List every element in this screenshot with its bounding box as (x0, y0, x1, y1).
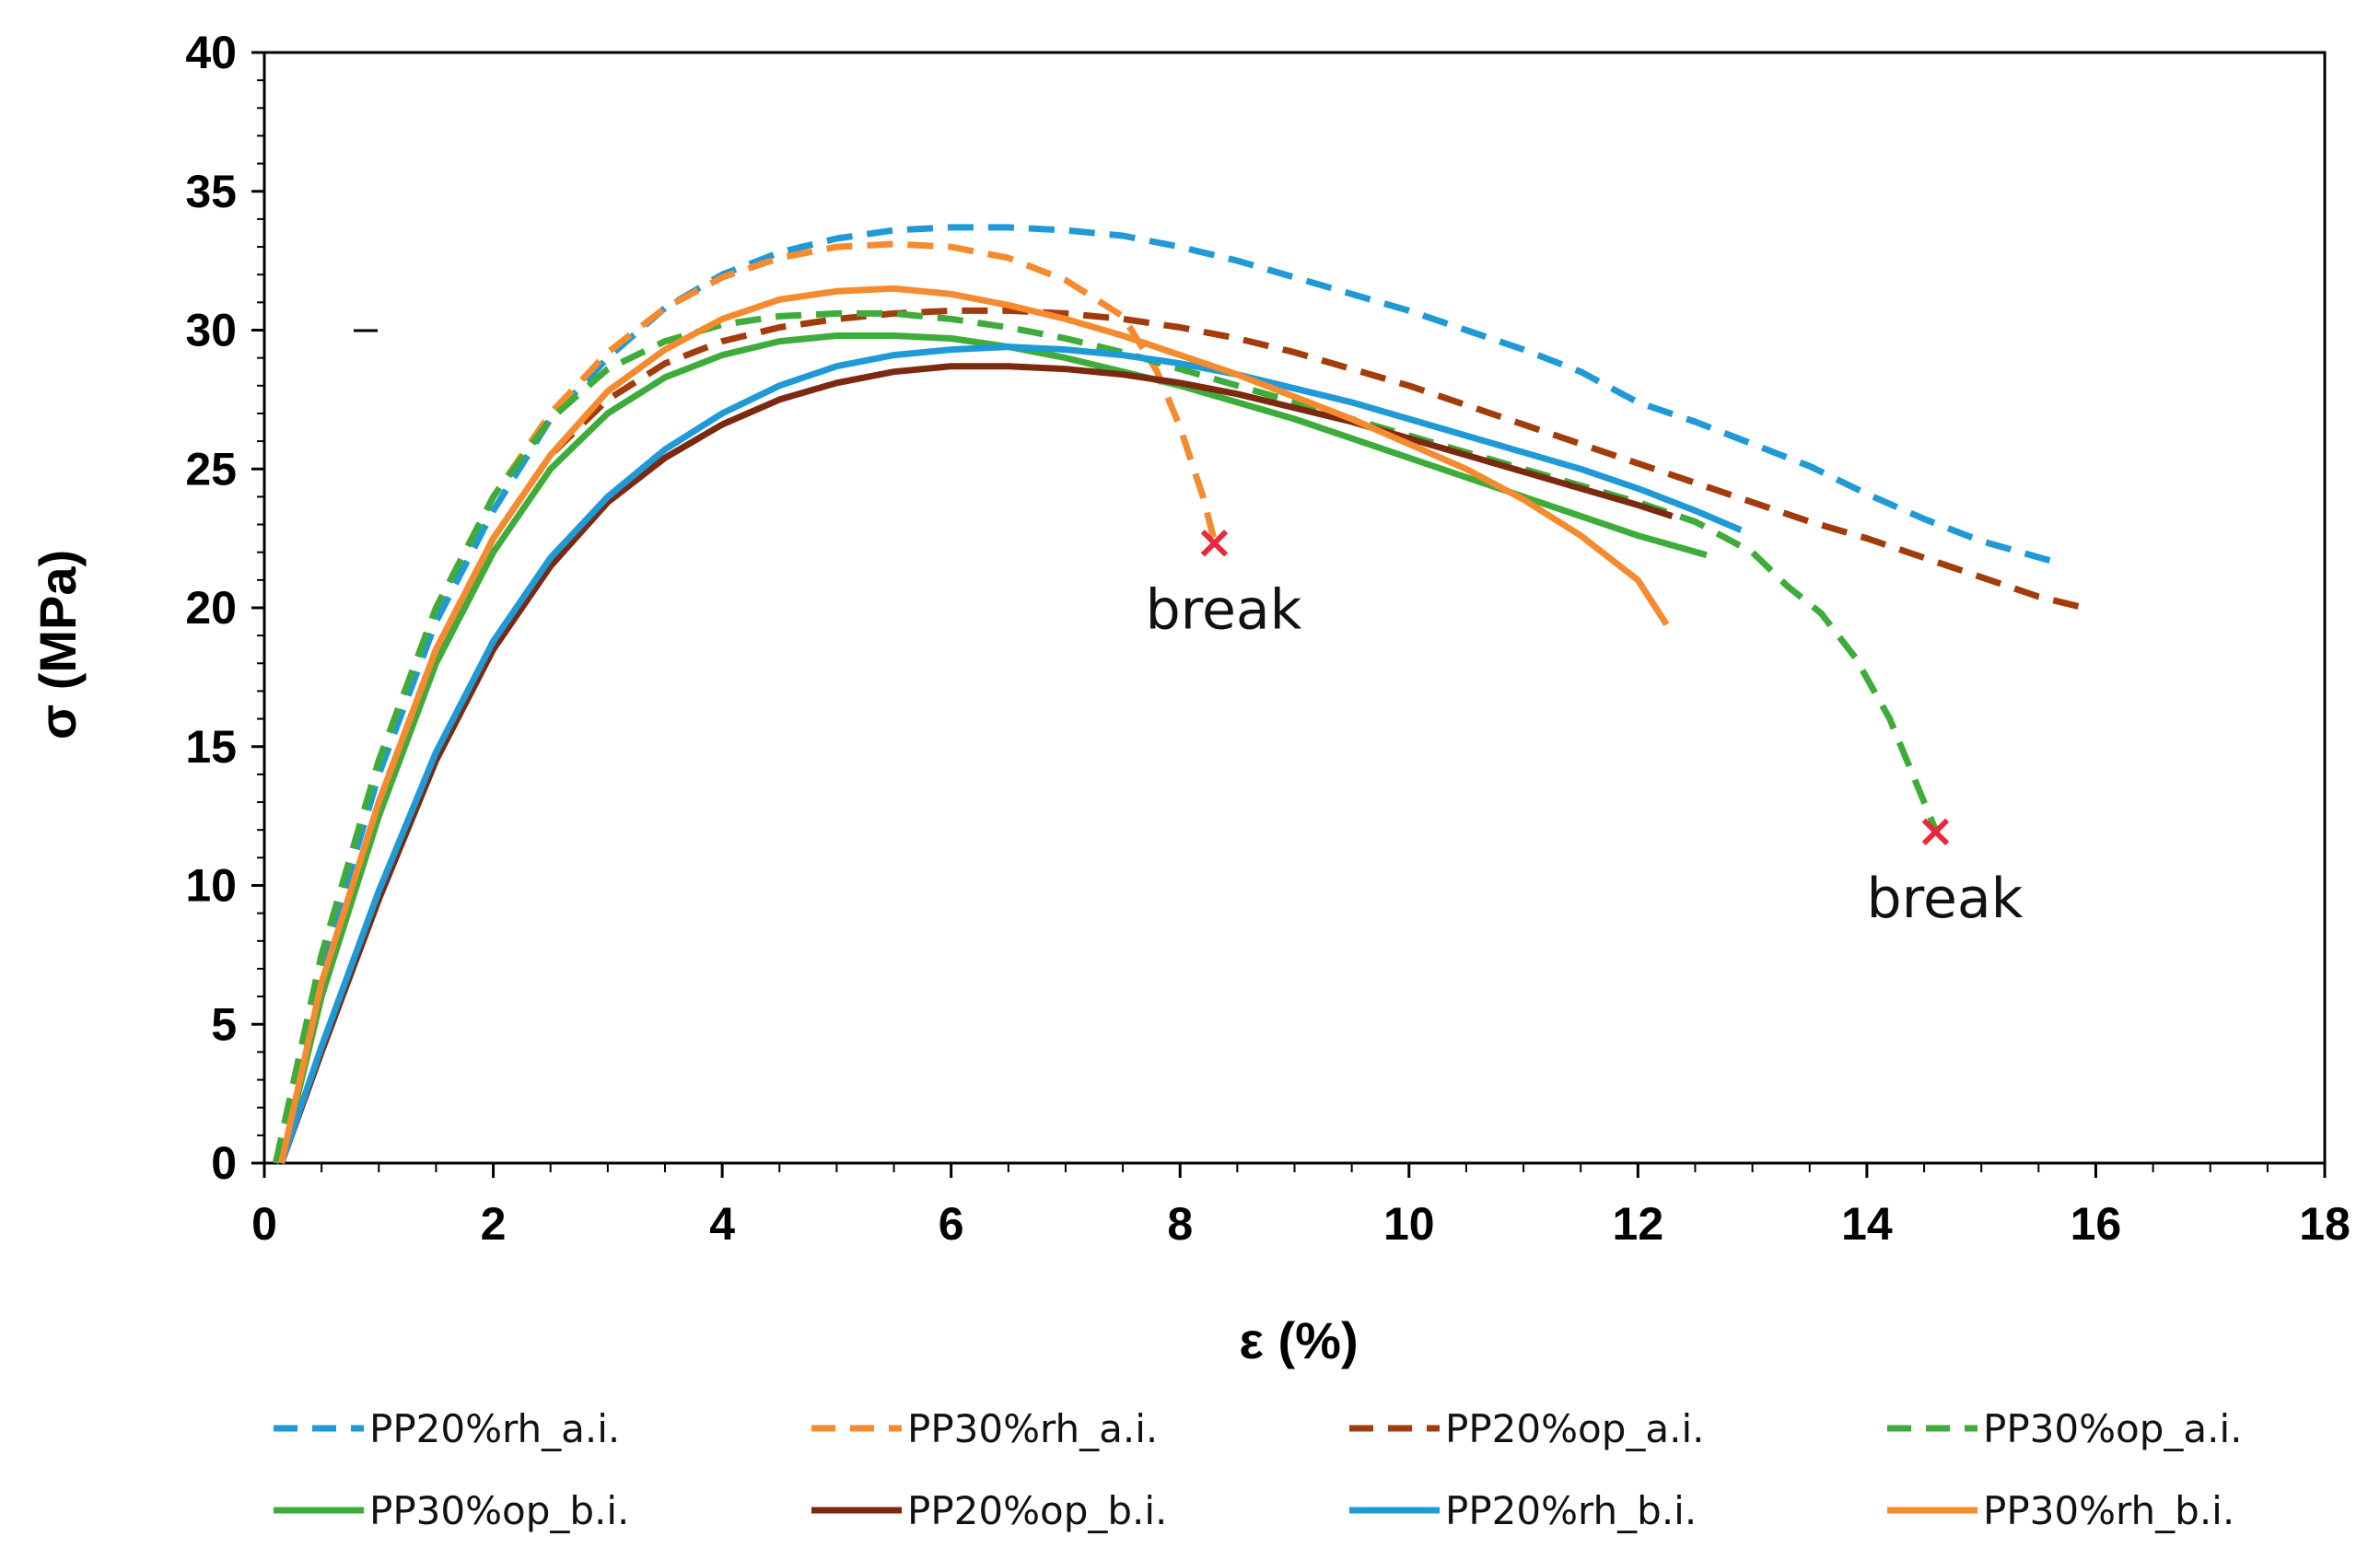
y-tick-label: 35 (185, 166, 237, 217)
break-marker: × (1196, 516, 1234, 569)
series-line-pp20-rh-a-i (272, 224, 2051, 1164)
x-tick-label: 12 (1613, 1198, 1664, 1250)
y-tick-label: 30 (185, 305, 237, 356)
legend-label-pp30-op-b-i: PP30%op_b.i. (369, 1488, 629, 1533)
legend: PP20%rh_a.i. PP30%rh_a.i. PP20%op_a.i. PP30… (274, 1406, 2242, 1533)
x-tick-label: 10 (1383, 1198, 1435, 1250)
break-marker: × (1917, 804, 1955, 857)
series-layer (272, 224, 2085, 1165)
series-line-pp20-rh-b-i (278, 343, 1743, 1165)
y-tick-label: 20 (185, 582, 237, 634)
break-label: break (1146, 578, 1302, 643)
x-tick-label: 18 (2299, 1198, 2351, 1250)
x-axis-title: ε (%) (1239, 1311, 1358, 1369)
series-line-pp30-op-a-i (272, 309, 1939, 1164)
legend-label-pp30-rh-b-i: PP30%rh_b.i. (1983, 1488, 2234, 1533)
x-tick-label: 16 (2071, 1198, 2122, 1250)
y-tick-label: 25 (185, 443, 237, 495)
series-line-pp20-op-a-i (273, 307, 2085, 1164)
y-tick-label: 10 (185, 860, 237, 912)
x-tick-label: 14 (1841, 1198, 1893, 1250)
x-tick-label: 0 (251, 1198, 277, 1250)
annotation-layer: × break × break (1146, 516, 2024, 932)
break-label: break (1867, 867, 2024, 931)
y-tick-label: 5 (211, 998, 237, 1050)
y-tick-label: 40 (185, 27, 237, 78)
legend-label-pp30-rh-a-i: PP30%rh_a.i. (907, 1406, 1158, 1451)
series-line-pp20-op-b-i (278, 363, 1674, 1165)
x-tick-label: 2 (481, 1198, 507, 1250)
y-axis-title: σ (MPa) (29, 550, 87, 739)
legend-label-pp20-op-b-i: PP20%op_b.i. (907, 1488, 1167, 1533)
x-axis: 0 2 4 6 8 10 12 14 16 18 (251, 1163, 2351, 1250)
series-line-pp30-rh-b-i (278, 285, 1670, 1164)
legend-label-pp30-op-a-i: PP30%op_a.i. (1983, 1406, 2242, 1451)
y-axis: 0 5 10 15 20 25 30 35 40 (185, 27, 264, 1189)
legend-label-pp20-op-a-i: PP20%op_a.i. (1445, 1406, 1704, 1451)
x-tick-label: 6 (939, 1198, 964, 1250)
x-tick-label: 8 (1167, 1198, 1193, 1250)
legend-label-pp20-rh-b-i: PP20%rh_b.i. (1445, 1488, 1697, 1533)
y-tick-label: 15 (185, 721, 237, 773)
x-tick-label: 4 (709, 1198, 735, 1250)
y-tick-label: 0 (211, 1137, 237, 1189)
series-line-pp30-op-b-i (278, 332, 1708, 1164)
legend-label-pp20-rh-a-i: PP20%rh_a.i. (369, 1406, 620, 1451)
